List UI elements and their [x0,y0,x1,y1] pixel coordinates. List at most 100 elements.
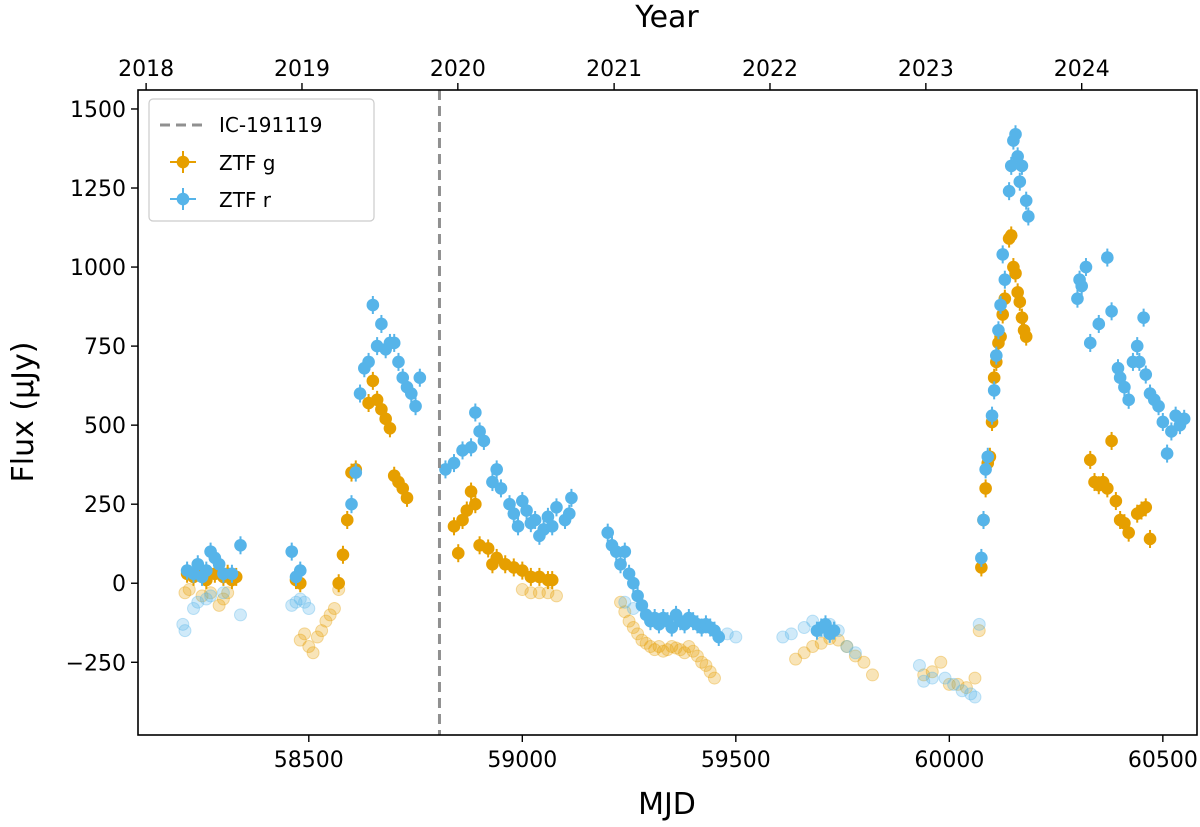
detection-point-r [528,513,542,527]
detection-point-g [481,542,495,555]
detection-point-g [370,393,384,407]
upper-limit-point-g [656,644,670,658]
detection-point-g [1004,229,1018,242]
detection-point-g [456,513,469,527]
legend-marker-dot [176,155,190,169]
upper-limit-point-g [925,665,939,679]
detection-point-g [1009,267,1022,280]
detection-point-r [494,482,508,495]
upper-limit-point-r [176,617,190,631]
top-year-axis-ticks: 2018 2019 2020 2021 2022 2023 2024 [118,57,1110,90]
detection-point-r [469,406,482,419]
upper-limit-point-g [178,586,192,600]
upper-limit-point-r [233,608,247,622]
legend-label-g: ZTF g [219,151,275,175]
detection-point-g [340,513,354,527]
detection-point-r [409,399,422,413]
detection-point-r [1004,159,1018,173]
upper-limit-point-g [204,586,218,600]
detection-point-r [1101,251,1114,264]
upper-limit-point-g [972,624,986,638]
upper-limit-point-g [549,589,563,603]
upper-limit-point-g [298,627,312,641]
detection-point-r [447,456,461,470]
x-tick-label: 58500 [274,748,344,773]
upper-limit-point-g [221,586,235,600]
year-tick-label: 2021 [586,57,642,82]
upper-limit-point-r [776,630,790,644]
upper-limit-point-g [707,671,721,685]
detection-point-r [1118,380,1131,394]
detection-point-r [507,507,521,520]
detection-point-r [353,387,367,400]
detection-point-g [1101,482,1114,495]
upper-limit-point-g [639,636,653,650]
upper-limit-point-g [532,586,546,600]
upper-limit-point-r [848,646,862,660]
x-axis-ticks: 58500 59000 59500 60000 60500 [274,735,1198,773]
upper-limit-point-g [614,595,628,609]
detection-point-r [998,273,1012,287]
upper-limit-point-r [191,595,205,609]
upper-limit-point-g [302,639,316,653]
upper-limit-point-g [686,644,700,658]
detection-point-r [413,371,427,385]
upper-limit-point-g [959,681,973,695]
detection-point-r [1139,368,1153,381]
detection-point-r [404,387,418,400]
detection-point-r [712,630,726,644]
detection-point-r [387,336,401,350]
detection-point-r [349,466,363,479]
upper-limit-point-r [840,639,854,653]
detection-point-r [827,624,841,637]
upper-limit-point-r [947,677,961,691]
upper-limit-point-r [293,592,307,606]
detection-point-r [396,371,410,385]
detection-point-g [451,546,465,560]
detection-point-r [1079,260,1093,274]
detection-point-r [366,298,380,312]
detection-point-g [1015,311,1029,324]
detection-point-g [1118,516,1131,530]
detection-point-r [225,567,239,581]
upper-limit-point-g [690,649,704,663]
detection-point-r [200,564,213,577]
detection-point-g [979,482,992,495]
detection-point-r [392,355,405,369]
upper-limit-point-g [848,649,862,663]
detection-point-g [1013,295,1027,309]
upper-limit-point-r [216,586,230,600]
detection-point-g [975,561,988,574]
detection-point-g [1105,434,1118,448]
y-tick-label: −250 [66,651,126,676]
upper-limit-point-g [661,643,674,657]
upper-limit-point-g [665,639,679,653]
upper-limit-point-g [699,658,713,672]
legend-label-vline: IC-191119 [219,113,322,137]
upper-limit-point-g [652,639,666,653]
top-axis-title: Year [634,0,699,35]
detection-point-r [477,434,491,448]
upper-limit-point-r [178,624,192,638]
upper-limit-point-r [298,595,312,609]
detection-point-g [1109,494,1123,508]
detection-point-g [336,548,350,562]
detection-point-r [1152,399,1165,413]
y-tick-label: 1250 [70,177,126,202]
x-tick-label: 60000 [914,748,984,773]
upper-limit-point-g [315,624,329,638]
detection-point-r [1011,150,1024,163]
detection-point-r [601,526,615,539]
detection-point-r [473,425,486,438]
x-tick-label: 59000 [487,748,557,773]
upper-limit-point-r [955,684,969,698]
upper-limit-point-g [216,592,230,606]
upper-limit-point-g [673,643,687,657]
detection-point-r [975,551,988,565]
upper-limit-point-r [968,690,982,704]
upper-limit-point-g [306,646,320,660]
detection-point-r [1137,311,1150,324]
y-tick-label: 250 [84,493,126,518]
upper-limit-point-g [327,602,341,616]
year-tick-label: 2019 [274,57,330,82]
